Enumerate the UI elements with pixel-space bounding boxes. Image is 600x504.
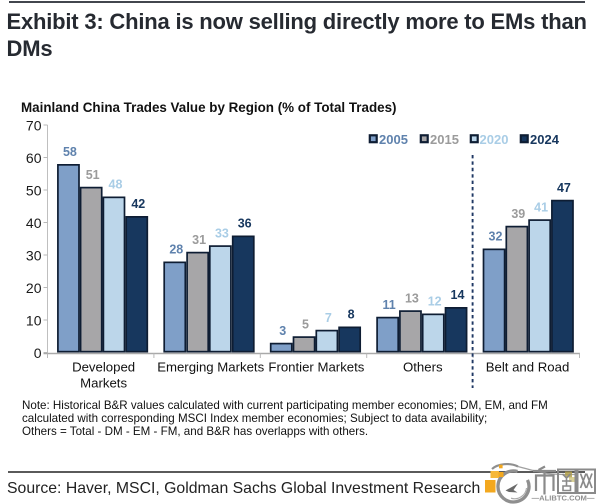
svg-text:7: 7	[325, 311, 332, 325]
svg-text:28: 28	[169, 243, 183, 257]
svg-text:—ALIBTC.COM—: —ALIBTC.COM—	[532, 494, 595, 503]
svg-text:Emerging Markets: Emerging Markets	[157, 360, 264, 375]
svg-text:31: 31	[192, 233, 206, 247]
svg-text:70: 70	[26, 117, 42, 133]
svg-text:0: 0	[34, 345, 42, 361]
svg-text:5: 5	[302, 317, 309, 331]
svg-text:2020: 2020	[480, 132, 509, 147]
svg-text:Belt and Road: Belt and Road	[486, 360, 570, 375]
svg-text:Developed: Developed	[72, 360, 135, 375]
svg-text:3: 3	[279, 324, 286, 338]
svg-text:50: 50	[26, 182, 42, 198]
svg-text:41: 41	[534, 200, 548, 214]
svg-text:2024: 2024	[530, 132, 560, 147]
svg-text:Frontier Markets: Frontier Markets	[268, 360, 364, 375]
svg-text:32: 32	[489, 230, 503, 244]
svg-text:13: 13	[405, 291, 419, 305]
svg-text:11: 11	[382, 298, 395, 312]
svg-text:10: 10	[26, 312, 42, 328]
svg-text:48: 48	[109, 178, 123, 192]
svg-text:8: 8	[348, 308, 355, 322]
svg-text:Markets: Markets	[80, 376, 127, 391]
svg-text:14: 14	[451, 288, 465, 302]
svg-text:58: 58	[63, 145, 77, 159]
svg-text:47: 47	[557, 181, 571, 195]
svg-text:39: 39	[511, 207, 525, 221]
svg-text:Others: Others	[403, 360, 443, 375]
svg-text:42: 42	[131, 197, 145, 211]
svg-text:20: 20	[26, 280, 42, 296]
svg-text:12: 12	[428, 295, 442, 309]
svg-text:2005: 2005	[379, 132, 408, 147]
svg-text:51: 51	[86, 168, 100, 182]
svg-text:30: 30	[26, 247, 42, 263]
svg-text:33: 33	[215, 226, 229, 240]
svg-text:60: 60	[26, 150, 42, 166]
svg-text:40: 40	[26, 215, 42, 231]
svg-text:2015: 2015	[430, 132, 459, 147]
svg-text:36: 36	[238, 217, 252, 231]
